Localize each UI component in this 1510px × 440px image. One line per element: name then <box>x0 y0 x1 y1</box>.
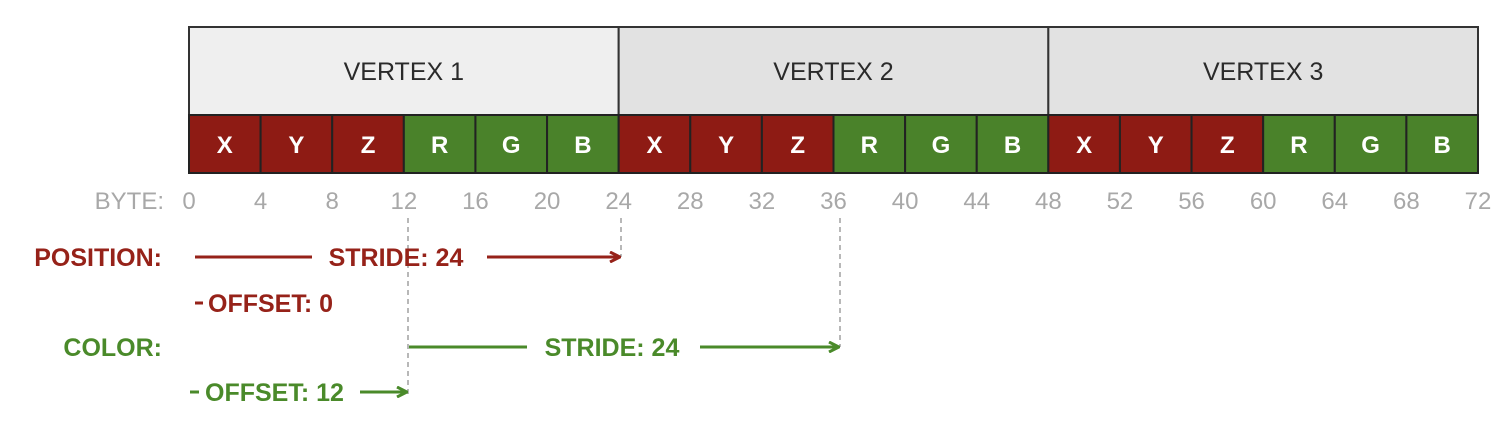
byte-tick: 36 <box>820 188 847 215</box>
cell-b <box>1405 114 1480 174</box>
byte-tick: 8 <box>326 188 339 215</box>
cell-label: R <box>861 132 878 159</box>
vertex-3-header <box>1047 26 1480 116</box>
byte-tick: 20 <box>534 188 561 215</box>
byte-tick: 0 <box>182 188 195 215</box>
vertex-2-header <box>617 26 1050 116</box>
cell-label: X <box>217 132 233 159</box>
position-offset-label: OFFSET: 0 <box>208 290 333 318</box>
vertex-3-label: VERTEX 3 <box>1203 58 1323 86</box>
cell-label: R <box>1290 132 1307 159</box>
cell-label: Z <box>1220 132 1235 159</box>
byte-tick: 4 <box>254 188 267 215</box>
cell-label: G <box>502 132 521 159</box>
vertex-2-label: VERTEX 2 <box>773 58 893 86</box>
cell-x <box>1047 114 1121 174</box>
cell-g <box>904 114 978 174</box>
cell-label: Y <box>288 132 304 159</box>
cell-label: B <box>574 132 591 159</box>
cell-x <box>617 114 692 174</box>
cell-label: G <box>932 132 951 159</box>
position-stride-label: STRIDE: 24 <box>329 244 464 272</box>
byte-tick: 56 <box>1178 188 1205 215</box>
byte-tick: 24 <box>605 188 632 215</box>
cell-label: B <box>1004 132 1021 159</box>
byte-tick: 16 <box>462 188 489 215</box>
cell-g <box>1333 114 1408 174</box>
cell-label: X <box>1076 132 1092 159</box>
cell-label: G <box>1361 132 1380 159</box>
vertex-1-label: VERTEX 1 <box>344 58 464 86</box>
cell-label: Z <box>790 132 805 159</box>
cell-label: X <box>646 132 662 159</box>
byte-tick: 68 <box>1393 188 1420 215</box>
cell-z <box>760 114 835 174</box>
cell-r <box>1262 114 1336 174</box>
cell-y <box>259 114 334 174</box>
cell-label: B <box>1434 132 1451 159</box>
byte-tick: 28 <box>677 188 704 215</box>
cell-r <box>402 114 477 174</box>
color-label: COLOR: <box>63 334 162 362</box>
byte-tick: 52 <box>1107 188 1134 215</box>
cell-r <box>832 114 907 174</box>
cell-label: Y <box>1148 132 1164 159</box>
byte-axis-label: BYTE: <box>95 188 164 215</box>
byte-tick: 72 <box>1465 188 1492 215</box>
cell-b <box>546 114 620 174</box>
cell-y <box>1118 114 1193 174</box>
byte-tick: 60 <box>1250 188 1277 215</box>
position-label: POSITION: <box>34 244 162 272</box>
cell-g <box>474 114 549 174</box>
byte-tick: 32 <box>749 188 776 215</box>
cell-z <box>331 114 405 174</box>
byte-tick: 12 <box>390 188 417 215</box>
color-offset-label: OFFSET: 12 <box>205 379 344 407</box>
cell-label: Y <box>718 132 734 159</box>
byte-tick: 44 <box>963 188 990 215</box>
color-stride-label: STRIDE: 24 <box>545 334 680 362</box>
byte-tick: 64 <box>1321 188 1348 215</box>
byte-tick: 40 <box>892 188 919 215</box>
cell-label: R <box>431 132 448 159</box>
byte-tick: 48 <box>1035 188 1062 215</box>
cell-label: Z <box>361 132 376 159</box>
vertex-1-header <box>188 26 620 116</box>
